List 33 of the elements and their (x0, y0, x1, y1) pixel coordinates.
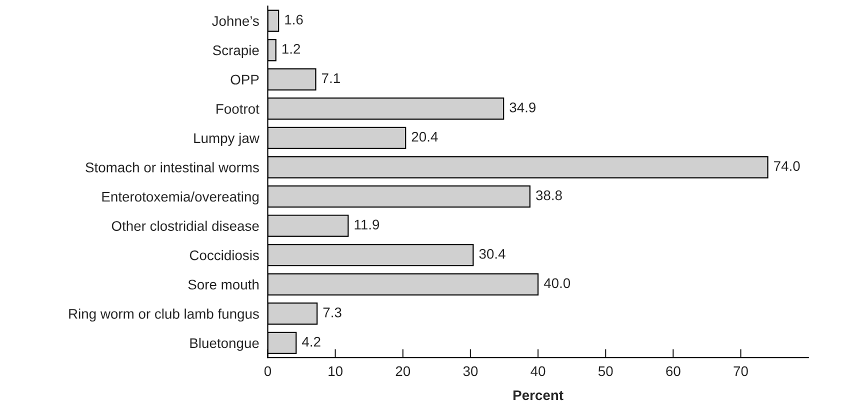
y-tick-label: Bluetongue (190, 338, 259, 351)
data-label: 20.4 (412, 132, 438, 142)
x-axis-title: Percent (513, 390, 564, 400)
data-label: 40.0 (544, 278, 570, 288)
y-tick-label: Coccidiosis (190, 250, 259, 260)
data-label: 11.9 (354, 220, 380, 230)
x-tick-label: 70 (734, 366, 748, 376)
data-label: 30.4 (479, 248, 506, 259)
y-tick-label: Stomach or intestinal worms (86, 162, 259, 172)
x-tick-label: 60 (666, 366, 680, 376)
y-tick-label: Ring worm or club lamb fungus (69, 308, 259, 322)
x-tick-label: 50 (598, 366, 613, 376)
x-tick-label: 40 (530, 366, 546, 376)
y-tick-label: Lumpy jaw (194, 132, 260, 146)
y-tick-label: Footrot (216, 104, 260, 114)
y-tick-label: Scrapie (212, 45, 259, 58)
y-tick-label: Other clostridial disease (112, 220, 259, 231)
x-tick-label: 0 (264, 366, 272, 376)
data-label: 34.9 (510, 102, 536, 112)
y-tick-label: Johne’s (212, 16, 259, 26)
data-label: 7.1 (322, 73, 340, 83)
data-label: 1.6 (285, 14, 303, 25)
data-label: 1.2 (282, 44, 300, 54)
data-label: 38.8 (536, 190, 562, 200)
data-label: 4.2 (302, 336, 320, 347)
x-tick-label: 20 (396, 366, 410, 376)
y-tick-label: OPP (230, 74, 259, 85)
y-tick-label: Enterotoxemia/overeating (102, 191, 259, 204)
x-tick-label: 10 (328, 366, 343, 376)
x-tick-label: 30 (463, 366, 478, 376)
data-label: 74.0 (774, 161, 800, 171)
data-label: 7.3 (323, 308, 342, 318)
y-tick-label: Sore mouth (188, 279, 259, 290)
